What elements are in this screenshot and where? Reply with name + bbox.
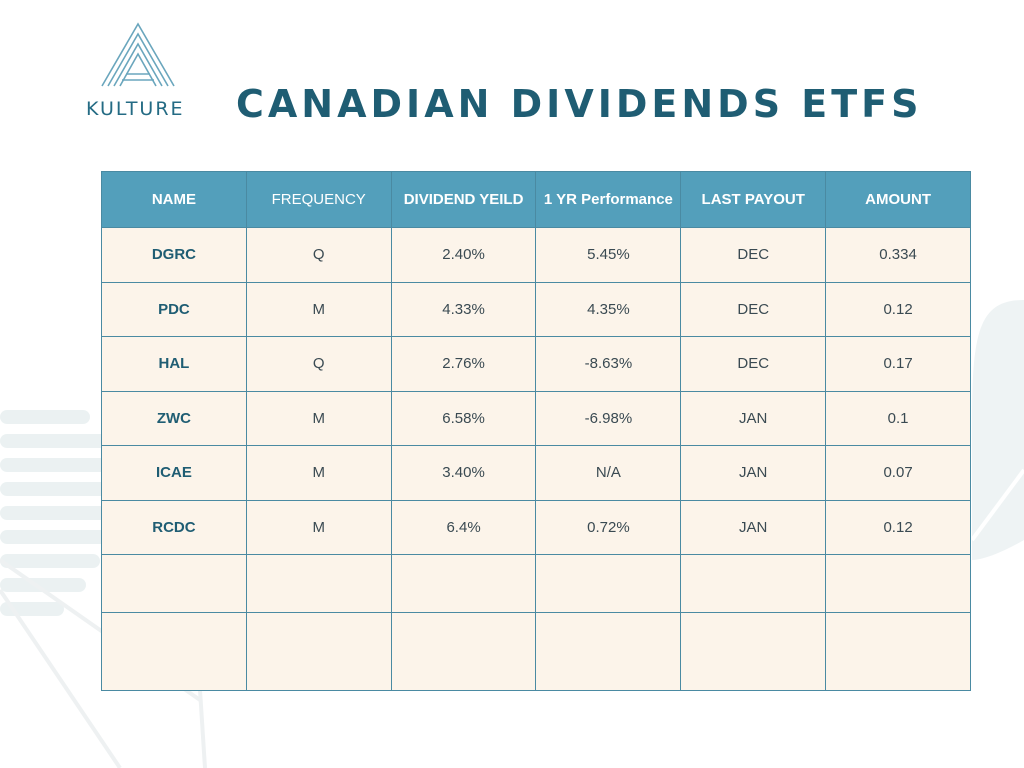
cell-dividend-yield: 2.40% [390,227,537,283]
cell-frequency: Q [245,336,392,392]
table-row-empty [101,612,971,691]
cell-amount: 0.1 [825,390,971,446]
cell-1yr-performance: 4.35% [535,281,682,337]
cell-frequency: M [245,499,392,555]
cell-frequency: Q [245,227,392,283]
brand-name: KULTURE [86,98,185,120]
page-title: CANADIAN DIVIDENDS ETFS [236,82,923,126]
cell-empty [535,554,682,613]
cell-1yr-performance: 5.45% [535,227,682,283]
cell-frequency: M [245,445,392,501]
brand-logo: KULTURE [80,22,200,126]
cell-1yr-performance: -6.98% [535,390,682,446]
column-header-amount: AMOUNT [825,171,971,228]
cell-empty [680,554,827,613]
cell-empty [245,612,392,691]
cell-amount: 0.12 [825,281,971,337]
cell-empty [101,612,247,691]
table-header-row: NAME FREQUENCY DIVIDEND YEILD 1 YR Perfo… [101,171,971,228]
column-header-1yr-performance: 1 YR Performance [535,171,682,228]
cell-name: HAL [101,336,247,392]
table-row: ICAE M 3.40% N/A JAN 0.07 [101,445,971,501]
column-header-dividend-yield: DIVIDEND YEILD [390,171,537,228]
cell-name: ICAE [101,445,247,501]
cell-1yr-performance: N/A [535,445,682,501]
cell-last-payout: JAN [680,445,827,501]
cell-frequency: M [245,281,392,337]
table-row: HAL Q 2.76% -8.63% DEC 0.17 [101,336,971,392]
cell-empty [680,612,827,691]
cell-dividend-yield: 2.76% [390,336,537,392]
cell-amount: 0.17 [825,336,971,392]
column-header-frequency: FREQUENCY [245,171,392,228]
cell-frequency: M [245,390,392,446]
cell-1yr-performance: -8.63% [535,336,682,392]
cell-last-payout: DEC [680,336,827,392]
table-row: DGRC Q 2.40% 5.45% DEC 0.334 [101,227,971,283]
cell-last-payout: JAN [680,499,827,555]
cell-empty [390,612,537,691]
cell-empty [390,554,537,613]
cell-dividend-yield: 6.4% [390,499,537,555]
cell-name: RCDC [101,499,247,555]
cell-last-payout: DEC [680,227,827,283]
cell-name: ZWC [101,390,247,446]
etf-table: NAME FREQUENCY DIVIDEND YEILD 1 YR Perfo… [101,171,971,691]
cell-empty [825,554,971,613]
cell-last-payout: DEC [680,281,827,337]
table-row: PDC M 4.33% 4.35% DEC 0.12 [101,281,971,337]
column-header-name: NAME [101,171,247,228]
table-row-empty [101,554,971,613]
cell-empty [825,612,971,691]
cell-dividend-yield: 3.40% [390,445,537,501]
cell-name: PDC [101,281,247,337]
cell-name: DGRC [101,227,247,283]
cell-amount: 0.12 [825,499,971,555]
cell-empty [535,612,682,691]
table-row: RCDC M 6.4% 0.72% JAN 0.12 [101,499,971,555]
cell-dividend-yield: 4.33% [390,281,537,337]
cell-empty [245,554,392,613]
kulture-triangle-icon [101,22,175,87]
cell-last-payout: JAN [680,390,827,446]
cell-dividend-yield: 6.58% [390,390,537,446]
cell-amount: 0.07 [825,445,971,501]
column-header-last-payout: LAST PAYOUT [680,171,827,228]
cell-amount: 0.334 [825,227,971,283]
cell-1yr-performance: 0.72% [535,499,682,555]
table-row: ZWC M 6.58% -6.98% JAN 0.1 [101,390,971,446]
cell-empty [101,554,247,613]
